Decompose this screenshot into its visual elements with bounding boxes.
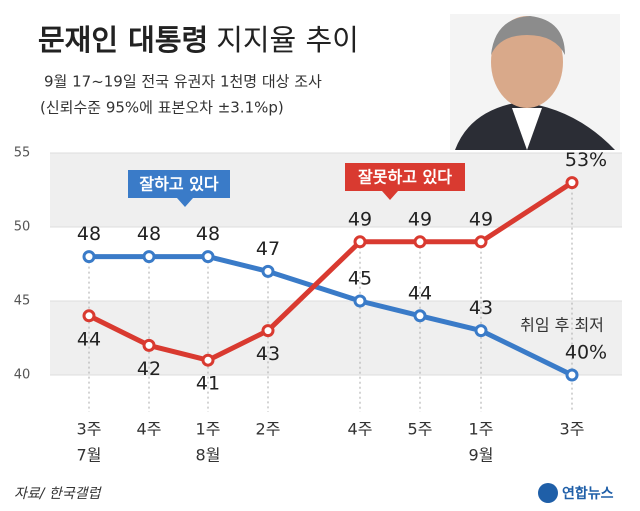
x-tick-label: 9월	[469, 446, 494, 465]
x-tick-label: 1주	[196, 420, 221, 439]
title-regular: 지지율 추이	[216, 23, 359, 57]
logo-text: 연합뉴스	[562, 485, 614, 502]
point	[82, 309, 96, 323]
y-tick-label: 55	[14, 146, 31, 161]
point	[201, 250, 215, 264]
point	[142, 338, 156, 352]
point	[474, 235, 488, 249]
point	[201, 353, 215, 367]
legend-box	[345, 163, 465, 200]
data-label: 44	[77, 328, 101, 350]
x-tick-label: 8월	[196, 446, 221, 465]
x-tick-label: 4주	[348, 420, 373, 439]
point	[565, 176, 579, 190]
annotation: 취임 후 최저	[520, 316, 604, 335]
point	[82, 250, 96, 264]
photo	[450, 14, 620, 150]
legend-label: 잘하고 있다	[139, 175, 218, 194]
x-tick-label: 4주	[137, 420, 162, 439]
series-line	[87, 180, 574, 363]
data-label: 48	[196, 223, 220, 245]
chart-title: 문재인 대통령 지지율 추이	[38, 23, 359, 57]
legend-box	[128, 170, 230, 207]
data-label: 49	[408, 208, 432, 230]
point	[565, 368, 579, 382]
x-tick-label: 2주	[256, 420, 281, 439]
data-label: 49	[469, 208, 493, 230]
subtitle: (신뢰수준 95%에 표본오차 ±3.1%p)	[40, 99, 284, 117]
data-label: 43	[256, 343, 280, 365]
grid-band	[50, 301, 622, 375]
data-label: 44	[408, 282, 432, 304]
y-tick-label: 40	[14, 368, 31, 383]
data-label: 41	[196, 373, 220, 395]
data-label: 40%	[565, 342, 607, 364]
data-label: 53%	[565, 149, 607, 171]
point	[474, 324, 488, 338]
x-tick-label: 3주	[77, 420, 102, 439]
data-label: 48	[77, 223, 101, 245]
x-tick-label: 1주	[469, 420, 494, 439]
legend-label: 잘못하고 있다	[358, 168, 452, 187]
legend-item: 잘못하고 있다	[345, 163, 465, 200]
title-bold: 문재인 대통령	[38, 23, 208, 57]
subtitle: 9월 17~19일 전국 유권자 1천명 대상 조사	[44, 73, 322, 91]
data-label: 49	[348, 208, 372, 230]
source: 자료/ 한국갤럽	[14, 486, 102, 502]
data-label: 43	[469, 297, 493, 319]
point	[261, 264, 275, 278]
y-tick-label: 45	[14, 294, 31, 309]
x-tick-label: 5주	[408, 420, 433, 439]
point	[261, 324, 275, 338]
legend-item: 잘하고 있다	[128, 170, 230, 207]
data-label: 48	[137, 223, 161, 245]
x-tick-label: 7월	[77, 446, 102, 465]
point	[142, 250, 156, 264]
point	[353, 235, 367, 249]
x-tick-label: 3주	[560, 420, 585, 439]
point	[413, 235, 427, 249]
data-label: 42	[137, 358, 161, 380]
point	[353, 294, 367, 308]
data-label: 45	[348, 268, 372, 290]
data-label: 47	[256, 238, 280, 260]
y-tick-label: 50	[14, 220, 31, 235]
point	[413, 309, 427, 323]
logo: 연합뉴스	[538, 483, 614, 503]
